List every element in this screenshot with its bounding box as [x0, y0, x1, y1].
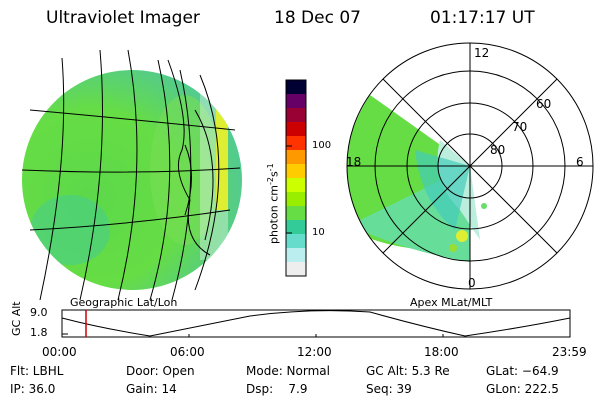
- colorbar-cell: [286, 94, 306, 109]
- colorbar-cell: [286, 234, 306, 249]
- colorbar: [285, 79, 307, 277]
- colorbar-cell: [286, 108, 306, 123]
- mlt-label-0: 0: [468, 276, 476, 290]
- status-gc-alt: GC Alt: 5.3 Re: [366, 364, 450, 378]
- mlt-label-6: 6: [576, 155, 584, 169]
- colorbar-cell: [286, 206, 306, 221]
- polar-grid: [346, 42, 594, 290]
- time-tick-1: 06:00: [170, 345, 205, 359]
- mlat-label-70: 70: [512, 120, 528, 134]
- colorbar-tick-10: 10: [312, 227, 325, 238]
- time-tick-0: 00:00: [42, 345, 77, 359]
- left-panel-caption: Geographic Lat/Lon: [70, 296, 178, 309]
- status-dsp: Dsp: 7.9: [246, 382, 308, 396]
- status-seq: Seq: 39: [366, 382, 412, 396]
- time-label: 01:17:17 UT: [430, 8, 535, 28]
- status-mode: Mode: Normal: [246, 364, 330, 378]
- status-glon: GLon: 222.5: [486, 382, 559, 396]
- altitude-ytick-high: 9.0: [30, 306, 48, 319]
- mlat-label-80: 80: [490, 143, 506, 157]
- mlat-label-60: 60: [536, 97, 552, 111]
- right-panel-caption: Apex MLat/MLT: [410, 296, 493, 309]
- colorbar-cell: [286, 248, 306, 263]
- status-ip: IP: 36.0: [10, 382, 56, 396]
- status-gain: Gain: 14: [126, 382, 177, 396]
- colorbar-unit: photon cm-2s-1: [266, 163, 281, 244]
- time-tick-4: 23:59: [552, 345, 587, 359]
- time-tick-3: 18:00: [424, 345, 459, 359]
- mlt-label-12: 12: [474, 46, 490, 60]
- colorbar-cell: [286, 122, 306, 137]
- colorbar-cell: [286, 164, 306, 179]
- colorbar-cell: [286, 178, 306, 193]
- status-glat: GLat: −64.9: [486, 364, 559, 378]
- colorbar-tick-100: 100: [312, 140, 332, 151]
- date-label: 18 Dec 07: [274, 8, 361, 28]
- altitude-ylabel: GC Alt: [10, 301, 23, 336]
- mlt-label-18: 18: [346, 155, 362, 169]
- polar-image: [347, 95, 487, 262]
- colorbar-cell: [286, 262, 306, 277]
- colorbar-cell: [286, 80, 306, 95]
- colorbar-cell: [286, 136, 306, 151]
- status-filter: Flt: LBHL: [10, 364, 64, 378]
- status-door: Door: Open: [126, 364, 195, 378]
- instrument-title: Ultraviolet Imager: [46, 8, 200, 28]
- colorbar-cell: [286, 150, 306, 165]
- time-tick-2: 12:00: [297, 345, 332, 359]
- colorbar-cell: [286, 220, 306, 235]
- colorbar-cell: [286, 192, 306, 207]
- altitude-ytick-low: 1.8: [30, 326, 48, 339]
- altitude-plot: [61, 309, 571, 338]
